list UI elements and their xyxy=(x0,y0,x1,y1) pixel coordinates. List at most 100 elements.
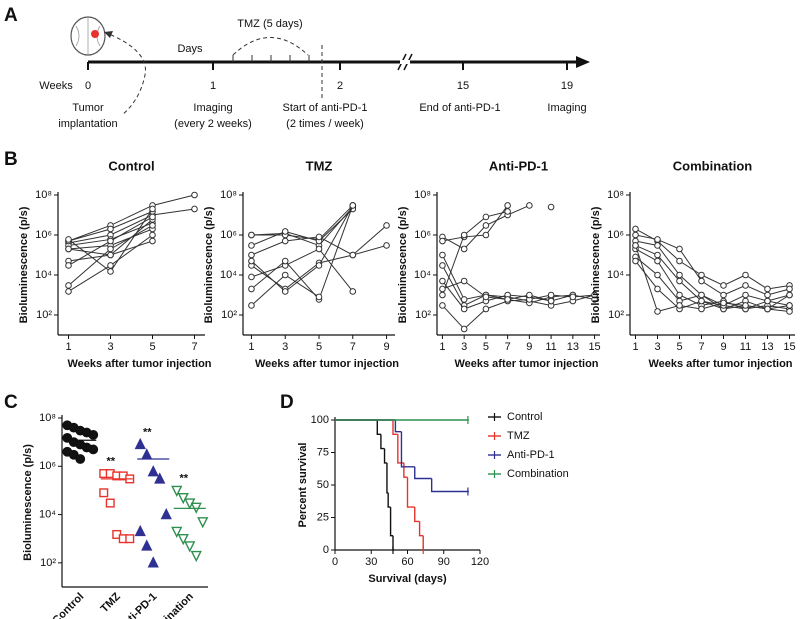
point xyxy=(75,454,86,464)
point xyxy=(482,222,490,229)
x-tick-label: 0 xyxy=(332,556,338,568)
point xyxy=(65,236,72,243)
survival-step xyxy=(392,420,398,435)
point xyxy=(248,302,255,309)
y-axis-label: Bioluminescence (p/s) xyxy=(397,206,409,323)
x-tick-label: 13 xyxy=(567,341,579,353)
x-tick-label: TMZ xyxy=(98,590,123,615)
legend-label: Anti-PD-1 xyxy=(507,449,555,461)
point xyxy=(88,429,99,440)
x-tick-label: 1 xyxy=(65,341,71,353)
point xyxy=(654,271,661,279)
x-tick-label: Control xyxy=(50,591,86,619)
x-tick-label: 1 xyxy=(439,341,445,353)
significance: ** xyxy=(106,455,115,467)
significance: ** xyxy=(143,426,152,438)
y-tick-label: 10⁶ xyxy=(39,460,56,472)
x-tick-label: 90 xyxy=(438,556,450,568)
panel-label: A xyxy=(4,5,18,26)
point xyxy=(460,296,468,303)
y-axis-label: Bioluminescence (p/s) xyxy=(203,206,215,323)
timeline-note: Start of anti-PD-1 xyxy=(283,102,368,114)
x-tick-label: 15 xyxy=(783,341,795,353)
point xyxy=(171,485,183,497)
legend-label: Control xyxy=(507,411,542,423)
point xyxy=(184,541,196,553)
series-line xyxy=(251,205,354,301)
x-tick-label: 7 xyxy=(505,341,511,353)
point xyxy=(107,225,114,233)
series-line xyxy=(251,205,354,240)
point xyxy=(742,271,749,279)
x-axis-label: Weeks after tumor injection xyxy=(454,358,598,370)
survival-step xyxy=(394,420,402,433)
point xyxy=(569,293,577,301)
point xyxy=(383,242,390,249)
x-tick-label: 13 xyxy=(761,341,773,353)
point xyxy=(654,285,661,293)
tmz-label: TMZ (5 days) xyxy=(237,18,302,30)
x-tick-label: 30 xyxy=(365,556,377,568)
point xyxy=(107,251,114,259)
x-tick-label: 15 xyxy=(588,341,600,353)
timeline-note: Tumor xyxy=(72,102,104,114)
point xyxy=(141,448,153,460)
x-tick-label: 9 xyxy=(526,341,532,353)
x-tick-label: 7 xyxy=(698,341,704,353)
series-line xyxy=(68,208,195,244)
x-tick-label: 1 xyxy=(632,341,638,353)
point xyxy=(349,202,357,209)
x-tick-label: 5 xyxy=(676,341,682,353)
y-tick-label: 10² xyxy=(36,309,52,321)
survival-step xyxy=(383,448,387,464)
point xyxy=(547,203,555,211)
point xyxy=(149,237,156,245)
point xyxy=(676,302,683,309)
series-line xyxy=(635,256,790,312)
brain-icon xyxy=(70,16,106,56)
panel-label: C xyxy=(4,392,18,413)
x-tick-label: 9 xyxy=(383,341,389,353)
point xyxy=(654,236,661,243)
y-tick-label: 10⁴ xyxy=(414,269,431,281)
significance: ** xyxy=(179,472,188,484)
series-line xyxy=(251,248,354,292)
y-tick-label: 10² xyxy=(221,309,237,321)
chart-title: Combination xyxy=(673,158,752,173)
point xyxy=(504,296,511,303)
timeline-tick-label: 1 xyxy=(210,80,216,92)
y-tick-label: 10² xyxy=(415,309,431,321)
point xyxy=(141,539,153,551)
point xyxy=(315,233,323,241)
series-line xyxy=(251,208,354,246)
x-tick-label: 120 xyxy=(471,556,489,568)
y-tick-label: 25 xyxy=(317,511,329,523)
point xyxy=(764,291,771,299)
panel-label: B xyxy=(4,149,18,170)
series-line xyxy=(635,228,790,290)
point xyxy=(698,305,705,313)
x-axis-label: Weeks after tumor injection xyxy=(255,358,399,370)
point xyxy=(281,271,289,279)
point xyxy=(65,245,72,253)
tmz-bracket xyxy=(232,37,309,56)
timeline-tick-label: 0 xyxy=(85,80,91,92)
point xyxy=(764,285,771,293)
point xyxy=(248,273,255,281)
point xyxy=(460,277,468,285)
point xyxy=(107,268,114,275)
point xyxy=(439,262,446,269)
legend-label: TMZ xyxy=(507,430,530,442)
point xyxy=(654,308,661,315)
point xyxy=(786,302,793,309)
point xyxy=(460,325,468,333)
x-tick-label: Anti-PD-1 xyxy=(116,591,160,619)
y-tick-label: 10⁴ xyxy=(35,269,52,281)
point xyxy=(654,257,661,265)
point xyxy=(632,242,639,249)
x-tick-label: 5 xyxy=(149,341,155,353)
y-tick-label: 10⁸ xyxy=(39,412,56,424)
point xyxy=(632,257,639,265)
x-tick-label: 7 xyxy=(350,341,356,353)
x-tick-label: 11 xyxy=(740,341,751,353)
